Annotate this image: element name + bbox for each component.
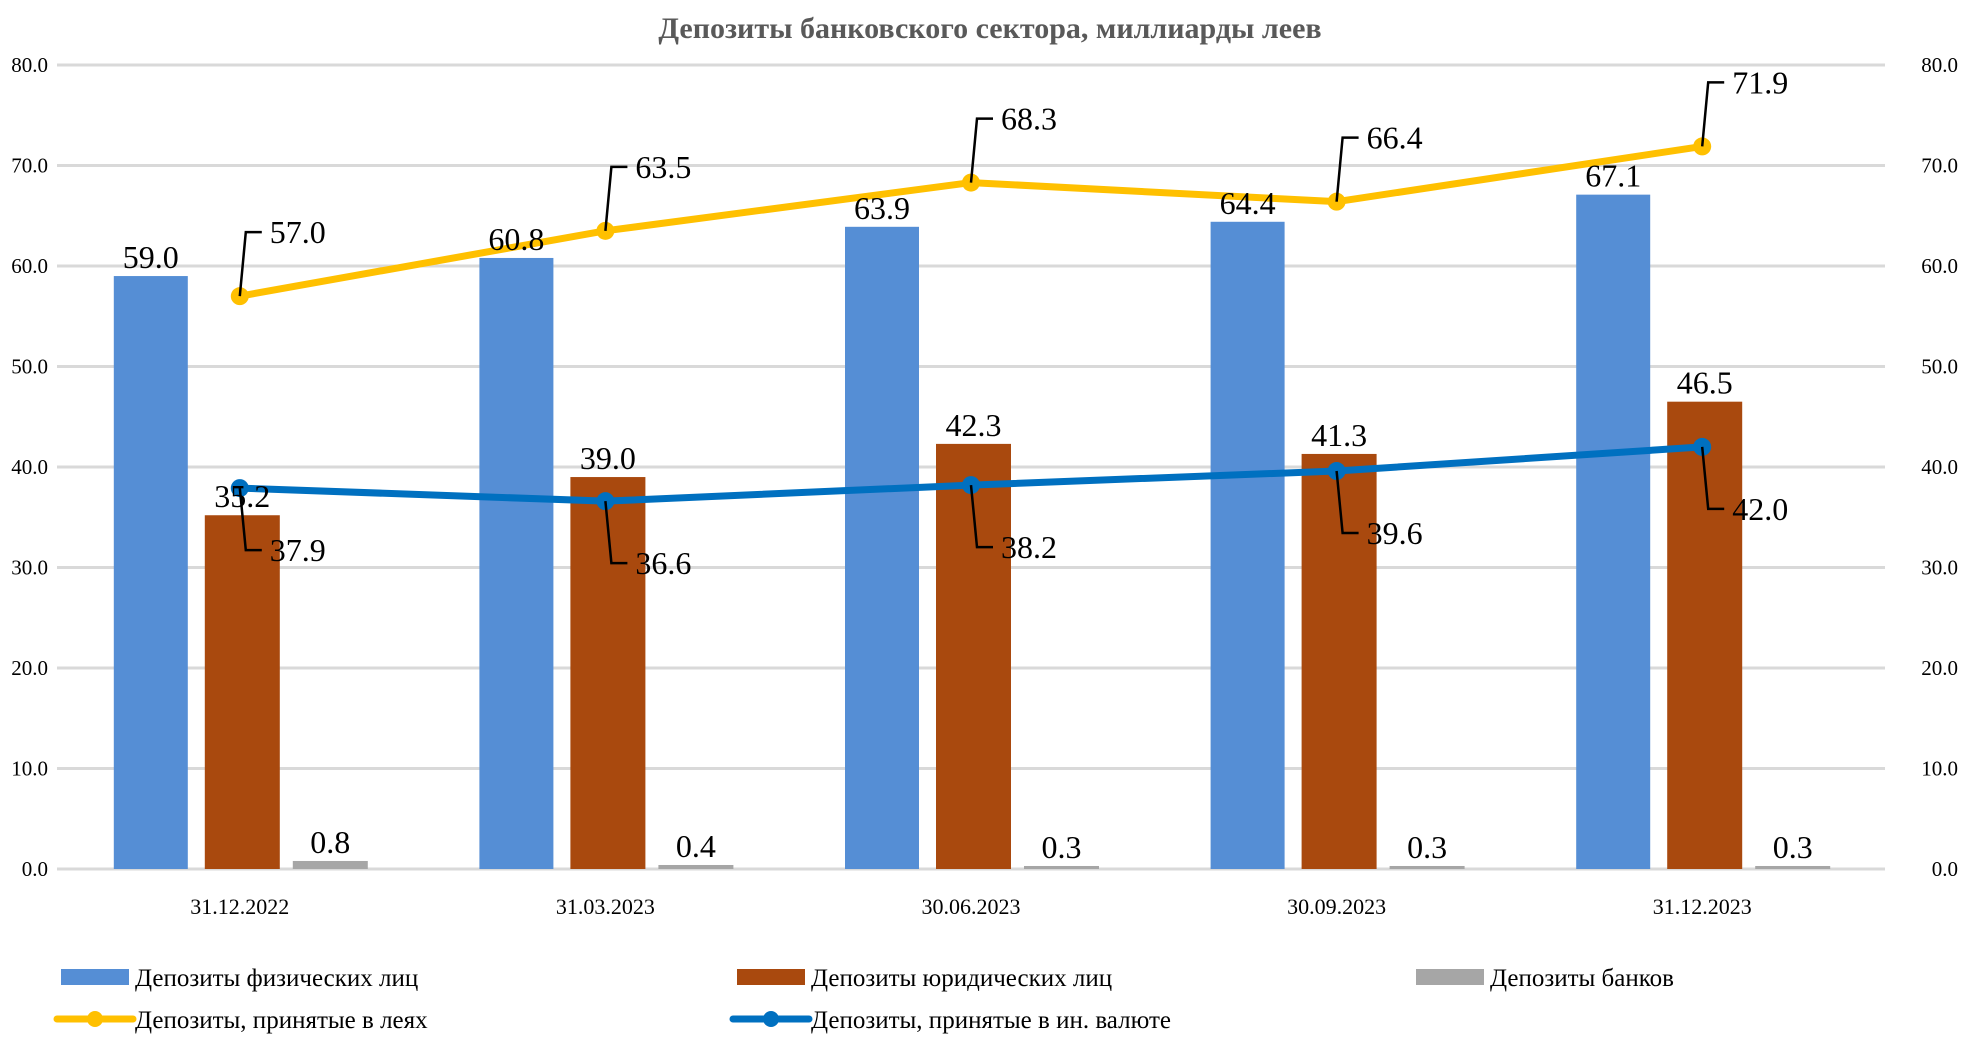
legend-label: Депозиты, принятые в леях <box>135 1007 428 1034</box>
y-tick-label: 10.0 <box>11 757 48 781</box>
bar-data-label: 67.1 <box>1585 158 1641 194</box>
leader-line <box>969 117 993 183</box>
leader-line <box>1335 470 1359 535</box>
y2-tick-label: 20.0 <box>1921 656 1958 680</box>
bar-data-label: 64.4 <box>1220 185 1276 221</box>
leader-line <box>1700 446 1725 511</box>
y-tick-label: 50.0 <box>11 355 48 379</box>
x-tick-label: 31.12.2022 <box>190 894 289 919</box>
x-tick-label: 31.12.2023 <box>1653 894 1752 919</box>
chart-title: Депозиты банковского сектора, миллиарды … <box>658 12 1321 45</box>
y2-tick-label: 70.0 <box>1921 154 1958 178</box>
bar <box>1210 221 1285 869</box>
line-data-label: 71.9 <box>1732 64 1788 100</box>
y2-tick-label: 60.0 <box>1921 254 1958 278</box>
leader-line <box>1335 136 1359 202</box>
bar-data-label: 63.9 <box>854 190 910 226</box>
line-data-label: 63.5 <box>635 149 691 185</box>
bar-data-label: 42.3 <box>946 407 1002 443</box>
line-data-label: 39.6 <box>1367 515 1423 551</box>
bar <box>1755 865 1831 869</box>
bar-data-label: 0.3 <box>1407 829 1447 865</box>
y2-tick-label: 30.0 <box>1921 556 1958 580</box>
bar-data-label: 46.5 <box>1677 365 1733 401</box>
y2-tick-label: 80.0 <box>1921 53 1958 77</box>
bar-data-label: 39.0 <box>580 440 636 476</box>
leader-line <box>604 165 628 231</box>
x-tick-label: 31.03.2023 <box>556 894 655 919</box>
line-data-label: 38.2 <box>1001 529 1057 565</box>
line-data-label: 42.0 <box>1732 491 1788 527</box>
x-tick-label: 30.09.2023 <box>1287 894 1386 919</box>
bar <box>1024 865 1099 869</box>
y-tick-label: 80.0 <box>11 53 48 77</box>
series-line <box>239 142 1703 300</box>
legend-marker <box>87 1011 103 1027</box>
y-tick-label: 0.0 <box>22 857 48 881</box>
bar <box>479 257 554 870</box>
bar <box>658 864 734 869</box>
bar-data-label: 0.8 <box>310 824 350 860</box>
line-data-label: 37.9 <box>270 532 326 568</box>
bar <box>570 477 646 869</box>
legend-label: Депозиты, принятые в ин. валюте <box>811 1007 1171 1034</box>
legend-marker <box>763 1011 779 1027</box>
bar <box>1389 865 1465 869</box>
bar <box>292 860 368 869</box>
legend-swatch <box>61 969 129 985</box>
line-data-label: 68.3 <box>1001 101 1057 137</box>
bar-data-label: 59.0 <box>123 239 179 275</box>
legend-label: Депозиты банков <box>1490 965 1674 992</box>
legend-label: Депозиты физических лиц <box>135 965 418 992</box>
x-tick-label: 30.06.2023 <box>922 894 1021 919</box>
leader-line <box>969 484 993 549</box>
line-data-label: 66.4 <box>1367 120 1423 156</box>
bar-data-label: 0.4 <box>676 828 716 864</box>
y2-tick-label: 40.0 <box>1921 455 1958 479</box>
bar-data-label: 0.3 <box>1773 829 1813 865</box>
bar <box>1301 453 1377 869</box>
y2-tick-label: 0.0 <box>1932 857 1958 881</box>
bar-data-label: 41.3 <box>1311 417 1367 453</box>
bar <box>113 276 188 869</box>
bar-data-label: 60.8 <box>488 221 544 257</box>
y2-tick-label: 50.0 <box>1921 355 1958 379</box>
legend-swatch <box>1416 969 1484 985</box>
bar <box>204 515 280 869</box>
y-tick-label: 60.0 <box>11 254 48 278</box>
y-tick-label: 30.0 <box>11 556 48 580</box>
leader-line <box>238 230 262 297</box>
bar <box>845 226 919 869</box>
line-data-label: 36.6 <box>635 545 691 581</box>
y-tick-label: 70.0 <box>11 154 48 178</box>
line-data-label: 57.0 <box>270 214 326 250</box>
y2-tick-label: 10.0 <box>1921 757 1958 781</box>
bar <box>1576 194 1651 869</box>
leader-line <box>238 487 262 552</box>
y-tick-label: 40.0 <box>11 455 48 479</box>
leader-line <box>604 501 628 565</box>
bar-data-label: 0.3 <box>1042 829 1082 865</box>
legend-swatch <box>737 969 805 985</box>
legend-label: Депозиты юридических лиц <box>811 965 1112 992</box>
leader-line <box>1700 81 1725 147</box>
y-tick-label: 20.0 <box>11 656 48 680</box>
